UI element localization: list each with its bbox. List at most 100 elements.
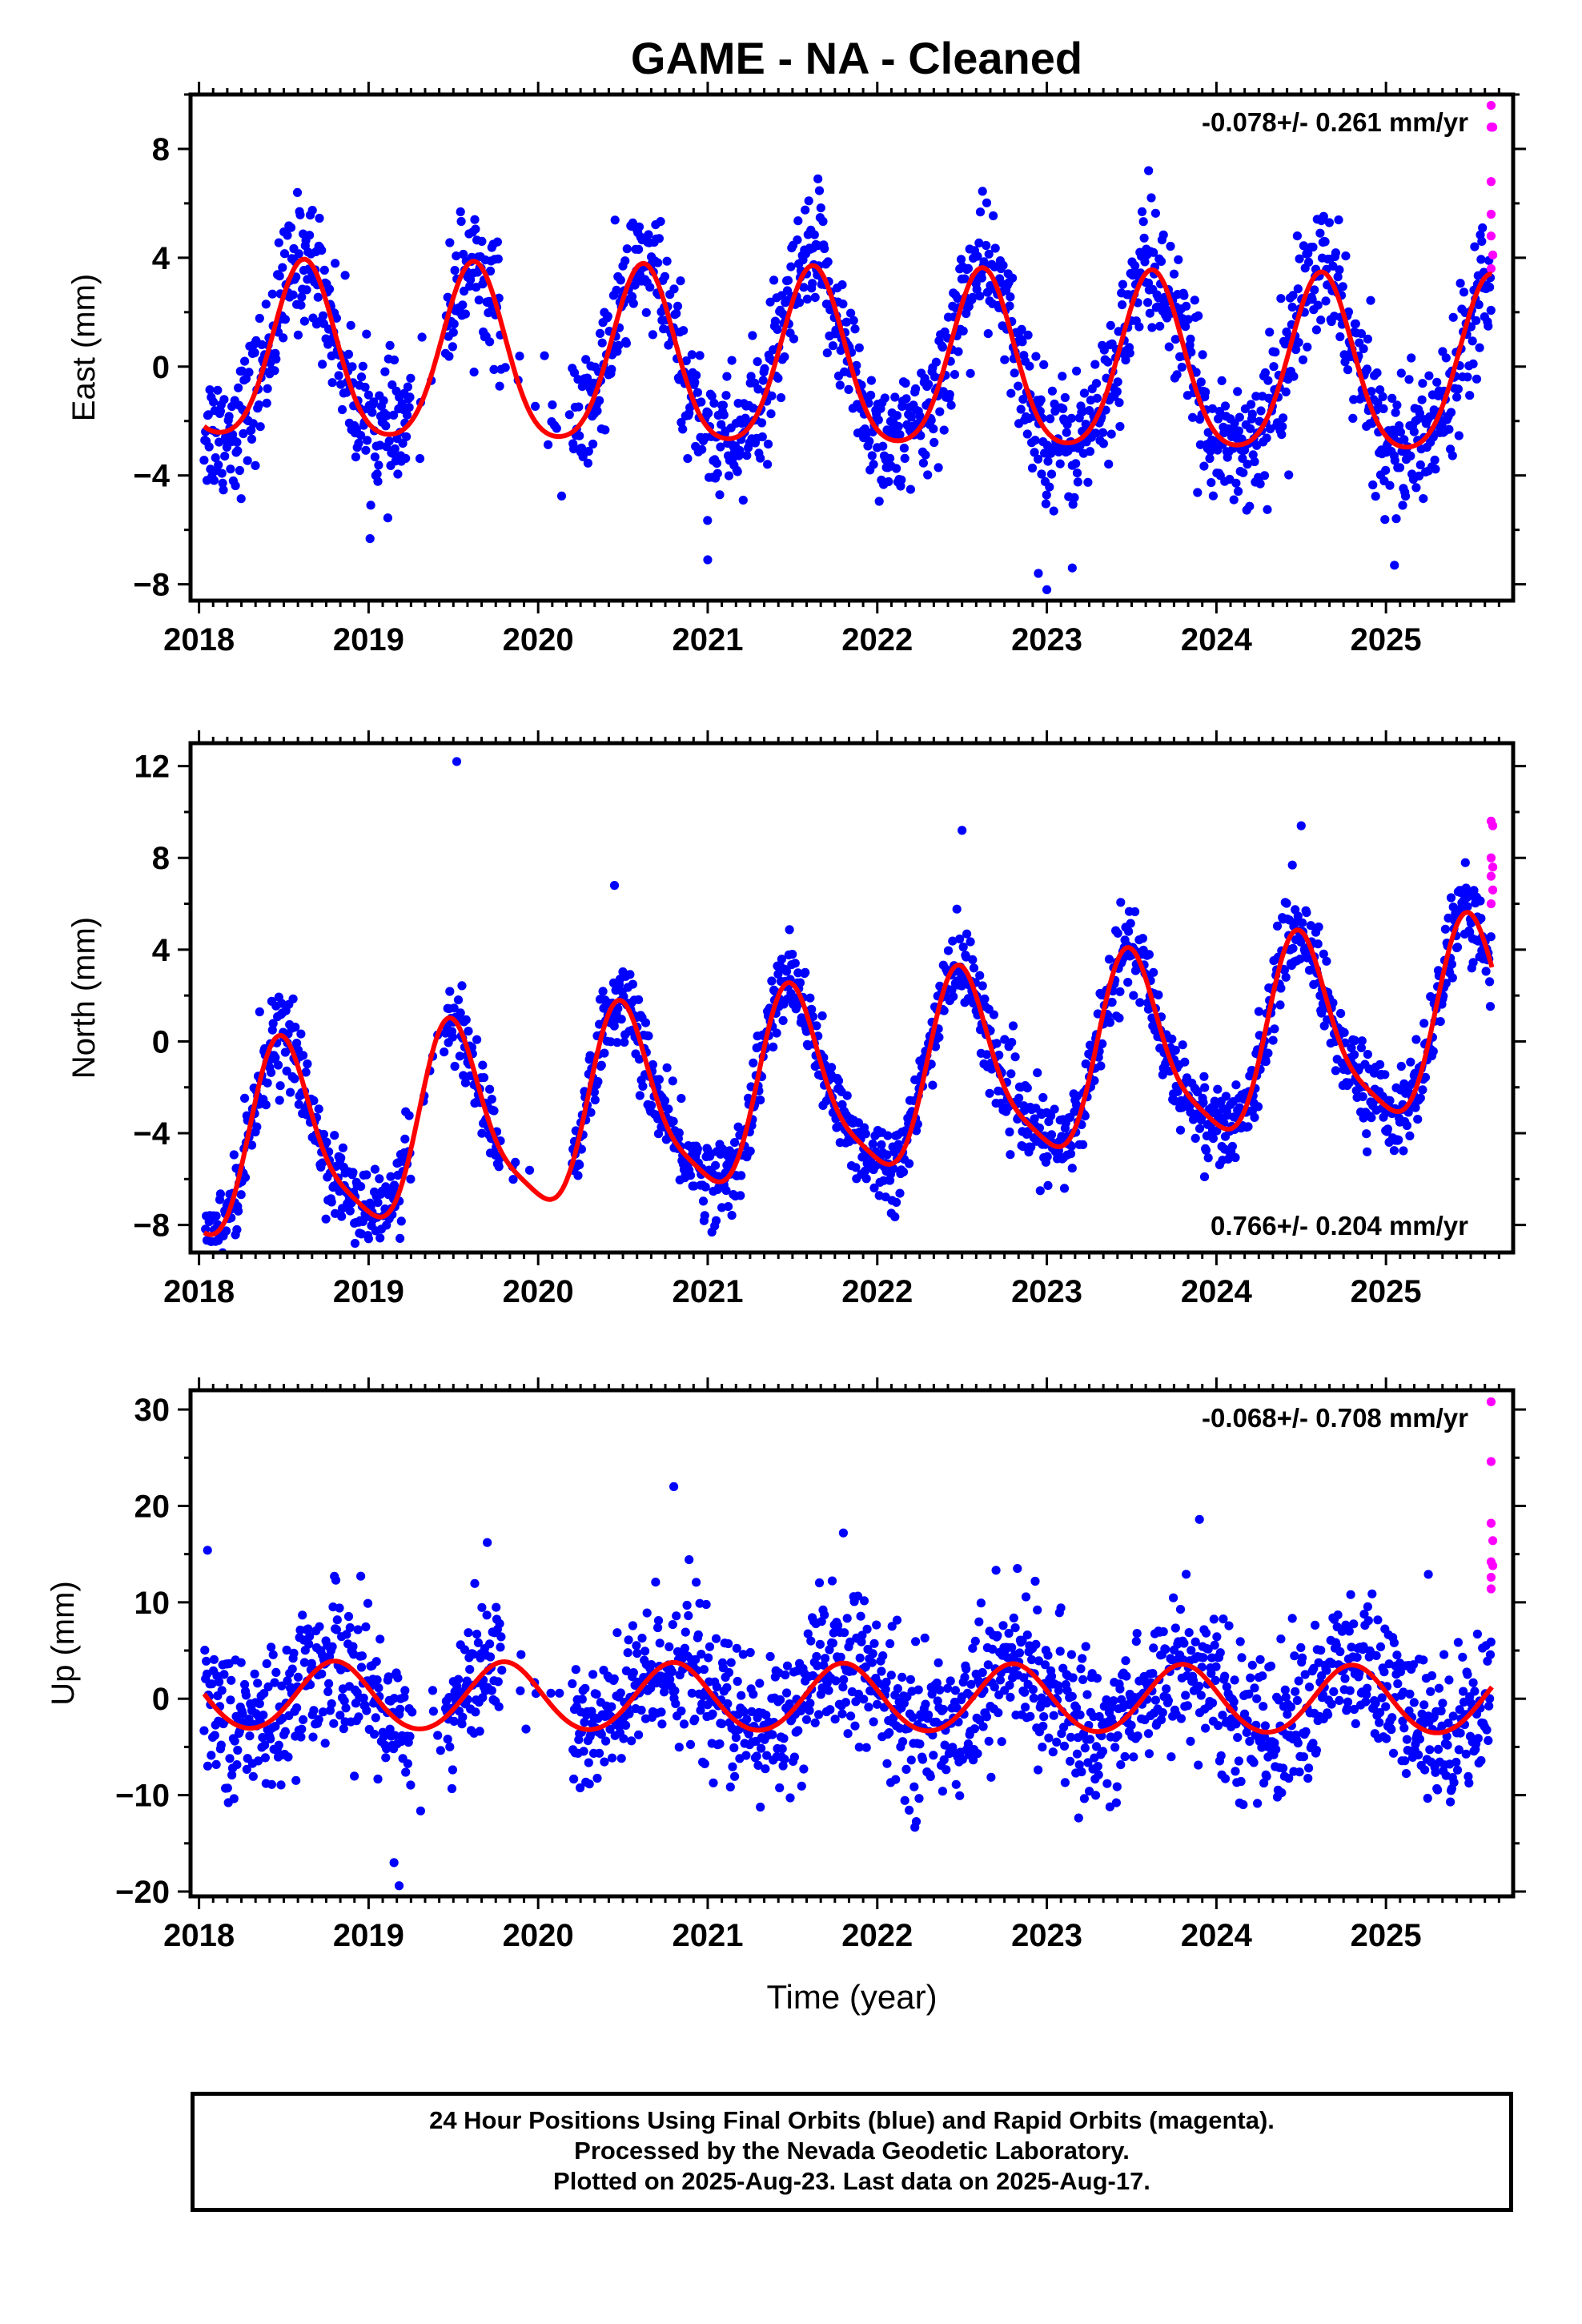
data-point [406,1780,416,1790]
data-point [1295,254,1304,263]
data-point [1448,312,1458,322]
y-tick-label: 8 [152,841,170,876]
data-point [494,1162,504,1172]
data-point [1231,478,1241,488]
data-point [733,1122,743,1132]
data-point [226,1695,235,1705]
data-point [778,1015,788,1025]
data-point [1475,343,1484,352]
data-point [962,1664,971,1674]
data-point [1134,322,1144,332]
data-point [1092,393,1102,403]
data-point [690,1715,700,1724]
data-point [356,1571,366,1581]
data-point [217,1686,227,1695]
data-point [461,1015,471,1024]
data-point [760,364,769,373]
panel-2: 2018 2019 2020 2021 2022 2023 2024 2025−8−40481… [66,730,1526,1309]
data-point [780,352,789,362]
data-point [244,368,254,377]
time-series-panels: 2018 2019 2020 2021 2022 2023 2024 2025−8−4048E… [46,82,1526,2016]
data-point [577,1695,587,1704]
data-point [589,1088,600,1097]
data-point [253,1756,263,1766]
data-point [458,1712,468,1722]
data-point [789,334,799,344]
data-point [1349,1050,1359,1059]
data-point [1381,1702,1391,1711]
data-point [260,1740,270,1750]
data-point [584,1758,593,1767]
data-point [780,1755,789,1764]
data-point [1210,1640,1219,1650]
data-point [361,1622,371,1632]
data-point [1182,1570,1191,1579]
data-point [366,501,375,510]
data-point [869,460,878,469]
data-point [1288,291,1298,300]
data-point [1304,257,1314,267]
data-point [268,1650,278,1659]
data-point [291,1023,300,1032]
data-point [215,437,224,447]
data-point [1253,1799,1263,1808]
data-point [1158,1708,1167,1718]
data-point [294,1100,303,1109]
data-point [711,1634,721,1643]
data-point [469,368,479,377]
data-point [1268,1035,1278,1045]
data-point [657,1719,667,1729]
data-point [1375,1642,1386,1651]
data-point [335,1603,344,1613]
data-point [318,311,328,320]
data-point [883,1131,893,1140]
data-point [632,1648,642,1659]
data-point [700,1759,709,1768]
data-point [680,1643,690,1653]
data-point [1291,1687,1300,1696]
data-point [1234,426,1243,436]
data-point [1249,1758,1259,1767]
data-point [293,330,303,340]
x-tick-label: 2023 [1011,622,1082,657]
data-point [1103,357,1113,367]
data-point [308,1732,318,1742]
data-point [318,1158,327,1168]
data-point [270,366,279,376]
x-tick-label: 2025 [1351,622,1422,657]
data-point [976,1598,986,1608]
data-point [1043,456,1053,466]
data-point [1461,883,1471,893]
data-point [393,469,403,479]
data-point [465,1665,475,1675]
rapid-orbit-point [1486,871,1496,881]
data-point [323,1687,333,1696]
data-point [934,1032,944,1042]
data-point [477,236,487,246]
data-point [220,452,230,461]
data-point [898,1737,908,1747]
data-point [1149,1643,1158,1653]
data-point [406,1174,416,1184]
data-point [1190,296,1199,305]
data-point [1362,1129,1371,1139]
data-point [319,265,329,275]
data-point [1343,1697,1353,1707]
data-point [968,292,978,302]
data-point [1066,1141,1076,1151]
data-point [456,1008,465,1018]
data-point [635,1091,644,1100]
data-point [1220,1774,1231,1783]
data-point [384,436,394,446]
data-point [835,380,845,390]
data-point [564,410,574,420]
data-point [1107,997,1117,1007]
data-point [1164,342,1174,352]
data-point [1047,386,1057,396]
data-point [717,1719,727,1729]
data-point [855,1653,865,1663]
data-point [271,1722,280,1731]
data-point [621,1720,631,1730]
data-point [396,1216,406,1226]
data-point [877,1140,886,1150]
